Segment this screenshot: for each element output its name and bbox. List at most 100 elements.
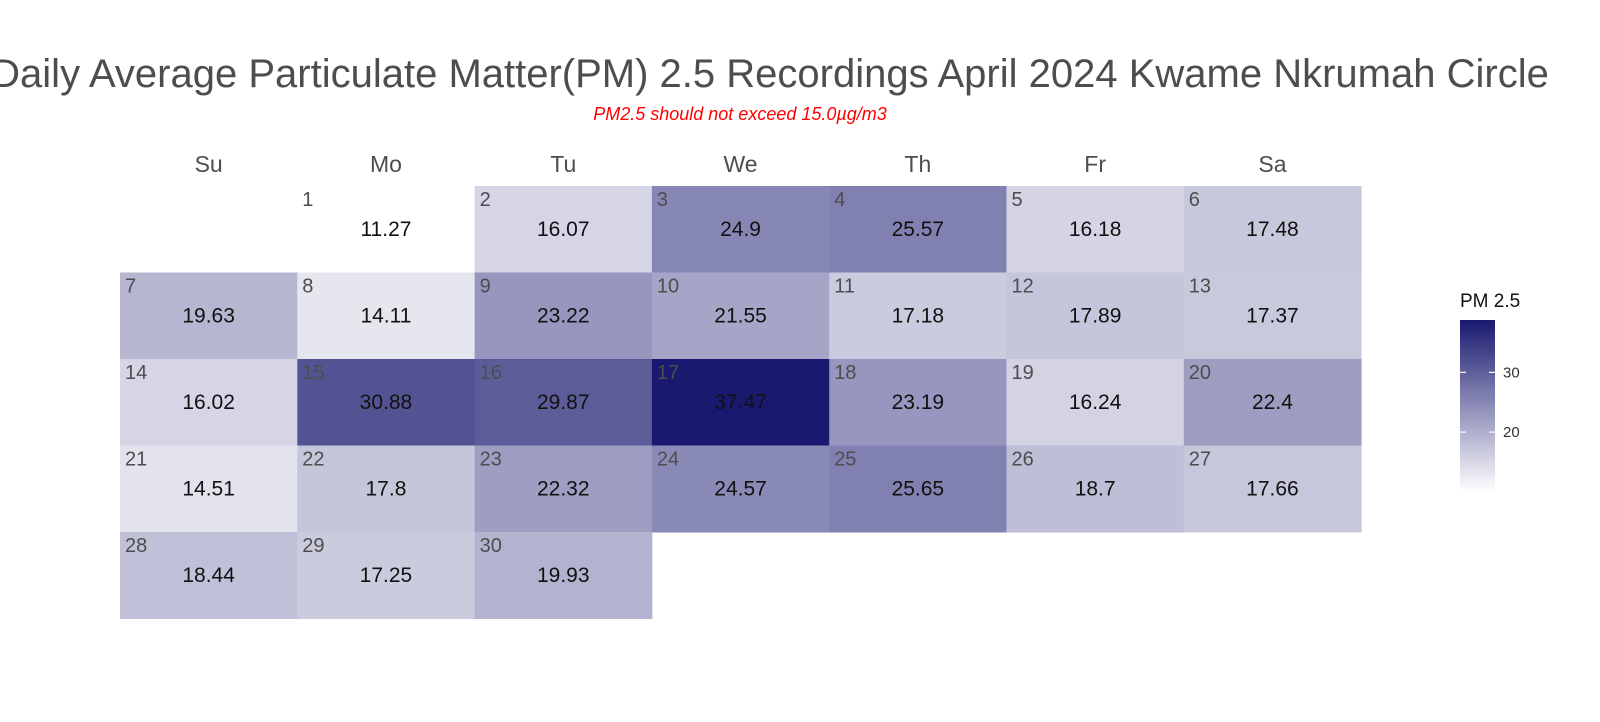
- weekday-label-tu: Tu: [550, 151, 576, 177]
- heatmap-cell-day-25: [829, 445, 1007, 533]
- heatmap-cell-day-29: [297, 532, 476, 619]
- chart-title: Daily Average Particulate Matter(PM) 2.5…: [0, 52, 1549, 96]
- heatmap-cell-day-17: [651, 359, 830, 446]
- day-number-label: 19: [1012, 362, 1034, 384]
- day-number-label: 20: [1189, 362, 1211, 384]
- weekday-headers: Su Mo Tu We Th Fr Sa: [195, 151, 1287, 177]
- value-label: 25.57: [892, 218, 945, 241]
- value-label: 14.11: [360, 305, 411, 328]
- heatmap-cell-day-20: [1183, 359, 1362, 446]
- day-number-label: 15: [302, 362, 324, 384]
- weekday-label-su: Su: [195, 151, 223, 177]
- value-label: 29.87: [537, 391, 590, 414]
- value-label: 17.18: [892, 305, 945, 328]
- heatmap-cell-day-9: [474, 272, 653, 360]
- day-number-label: 9: [480, 276, 491, 298]
- day-number-label: 16: [480, 362, 502, 384]
- legend-tick-label: 30: [1503, 364, 1520, 381]
- value-label: 25.65: [892, 478, 945, 501]
- day-number-label: 21: [125, 449, 147, 471]
- heatmap-cell-day-2: [474, 186, 653, 273]
- value-label: 11.27: [360, 218, 411, 241]
- weekday-label-we: We: [724, 151, 758, 177]
- value-label: 21.55: [714, 305, 767, 328]
- day-number-label: 25: [834, 449, 856, 471]
- value-label: 17.89: [1069, 305, 1122, 328]
- heatmap-cell-day-22: [297, 445, 476, 533]
- heatmap-cell-day-5: [1006, 186, 1185, 273]
- day-number-label: 5: [1012, 189, 1023, 211]
- chart-subtitle: PM2.5 should not exceed 15.0µg/m3: [593, 104, 887, 124]
- value-label: 17.66: [1246, 478, 1299, 501]
- heatmap-cell-day-27: [1183, 445, 1362, 533]
- heatmap-cell-day-10: [651, 272, 830, 360]
- heatmap-cell-day-14: [120, 359, 298, 446]
- day-number-label: 12: [1012, 276, 1034, 298]
- heatmap-cell-day-8: [297, 272, 476, 360]
- weekday-label-sa: Sa: [1258, 151, 1286, 177]
- value-label: 16.24: [1069, 391, 1122, 414]
- value-label: 17.37: [1246, 305, 1299, 328]
- day-number-label: 24: [657, 449, 679, 471]
- day-number-label: 10: [657, 276, 679, 298]
- day-number-label: 3: [657, 189, 668, 211]
- value-label: 24.57: [714, 478, 767, 501]
- legend-title: PM 2.5: [1460, 291, 1520, 312]
- value-label: 19.93: [537, 564, 590, 587]
- day-number-label: 29: [302, 535, 324, 557]
- day-number-label: 4: [834, 189, 845, 211]
- day-number-label: 26: [1012, 449, 1034, 471]
- day-number-label: 13: [1189, 276, 1211, 298]
- day-number-label: 23: [480, 449, 502, 471]
- day-number-label: 30: [480, 535, 502, 557]
- day-number-label: 8: [302, 276, 313, 298]
- day-number-label: 17: [657, 362, 679, 384]
- day-number-label: 7: [125, 276, 136, 298]
- day-number-label: 6: [1189, 189, 1200, 211]
- value-label: 18.44: [182, 564, 235, 587]
- value-label: 23.22: [537, 305, 590, 328]
- calendar-cells: 1 11.27 2 16.07 3 24.9 4 25.57 5 16.18 6 17.48 7 19.6…: [120, 186, 1362, 619]
- heatmap-cell-day-30: [474, 532, 653, 619]
- value-label: 14.51: [182, 478, 235, 501]
- heatmap-cell-day-15: [297, 359, 476, 446]
- day-number-label: 1: [302, 189, 313, 211]
- day-number-label: 27: [1189, 449, 1211, 471]
- heatmap-cell-day-24: [651, 445, 830, 533]
- heatmap-cell-day-4: [829, 186, 1007, 273]
- heatmap-cell-day-1: [297, 186, 476, 273]
- legend-tick-label: 20: [1503, 424, 1520, 441]
- heatmap-cell-day-7: [120, 272, 298, 360]
- legend-colorbar: [1460, 320, 1495, 492]
- heatmap-cell-day-13: [1183, 272, 1362, 360]
- value-label: 17.8: [366, 478, 407, 501]
- value-label: 24.9: [720, 218, 761, 241]
- value-label: 23.19: [892, 391, 945, 414]
- day-number-label: 22: [302, 449, 324, 471]
- value-label: 17.48: [1246, 218, 1299, 241]
- heatmap-cell-day-6: [1183, 186, 1362, 273]
- weekday-label-mo: Mo: [370, 151, 402, 177]
- day-number-label: 28: [125, 535, 147, 557]
- value-label: 22.4: [1252, 391, 1293, 414]
- day-number-label: 18: [834, 362, 856, 384]
- value-label: 18.7: [1075, 478, 1116, 501]
- value-label: 22.32: [537, 478, 590, 501]
- value-label: 37.47: [714, 391, 767, 414]
- value-label: 16.02: [182, 391, 235, 414]
- heatmap-cell-day-23: [474, 445, 653, 533]
- weekday-label-fr: Fr: [1084, 151, 1106, 177]
- day-number-label: 2: [480, 189, 491, 211]
- heatmap-cell-day-3: [651, 186, 830, 273]
- heatmap-cell-day-28: [120, 532, 298, 619]
- heatmap-cell-day-26: [1006, 445, 1185, 533]
- heatmap-cell-day-19: [1006, 359, 1185, 446]
- value-label: 16.18: [1069, 218, 1122, 241]
- heatmap-cell-day-16: [474, 359, 653, 446]
- value-label: 16.07: [537, 218, 590, 241]
- heatmap-cell-day-11: [829, 272, 1007, 360]
- value-label: 19.63: [182, 305, 235, 328]
